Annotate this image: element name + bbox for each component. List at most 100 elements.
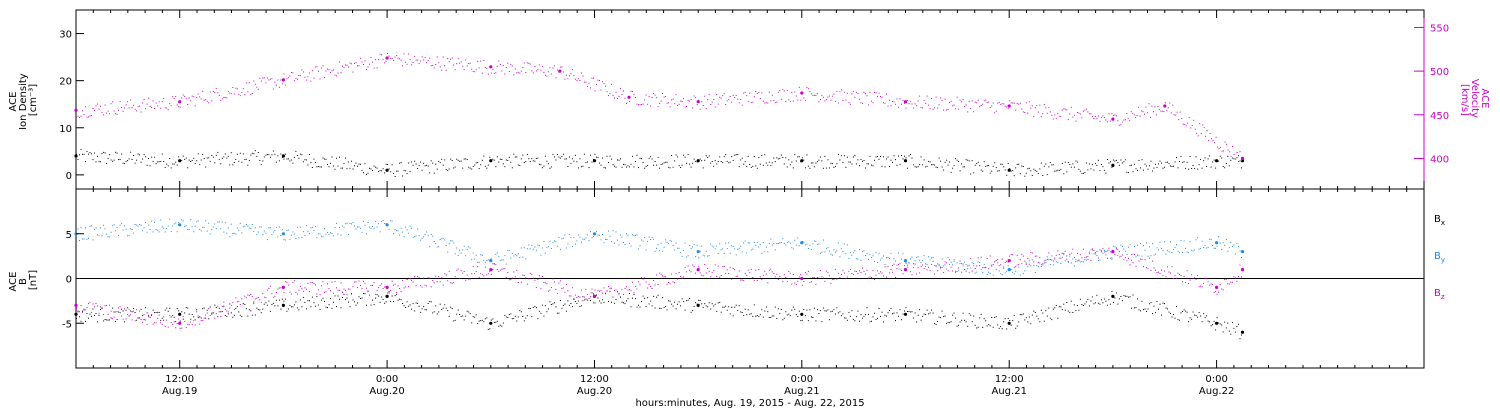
by-sample — [914, 260, 916, 262]
velocity-sample — [1206, 129, 1208, 131]
bx-sample — [301, 306, 303, 308]
by-sample — [1204, 245, 1206, 247]
bx-sample — [122, 310, 124, 312]
bz-sample — [406, 279, 408, 280]
velocity-sample — [507, 62, 509, 64]
bx-sample — [370, 304, 372, 306]
bx-sample — [666, 309, 668, 311]
by-sample — [226, 232, 228, 234]
by-sample — [1103, 250, 1105, 251]
by-sample — [98, 235, 100, 237]
bz-sample — [269, 285, 271, 287]
bx-sample — [708, 302, 710, 304]
bx-sample — [755, 315, 757, 317]
by-sample — [860, 259, 862, 261]
bx-sample — [324, 300, 325, 302]
by-sample — [137, 225, 139, 227]
bx-sample — [211, 313, 213, 315]
density-sample — [869, 155, 871, 157]
velocity-sample — [1215, 136, 1217, 138]
bx-sample — [944, 315, 946, 317]
velocity-sample — [495, 72, 497, 74]
by-sample — [553, 240, 555, 242]
by-sample — [696, 244, 698, 246]
bz-sample — [1156, 272, 1158, 274]
bx-sample — [155, 312, 157, 314]
bz-sample — [513, 271, 515, 273]
bz-sample — [926, 269, 928, 271]
bz-sample — [540, 288, 542, 290]
velocity-sample — [1081, 117, 1083, 119]
velocity-sample — [164, 107, 166, 109]
velocity-sample — [913, 107, 915, 109]
bx-sample — [725, 305, 727, 307]
by-sample — [675, 242, 677, 244]
density-sample — [965, 159, 967, 161]
velocity-sample — [571, 69, 573, 71]
velocity-sample — [1097, 115, 1099, 117]
bz-sample — [1103, 251, 1105, 253]
by-sample — [828, 250, 830, 252]
by-sample — [481, 254, 483, 256]
velocity-sample — [612, 94, 614, 96]
velocity-sample — [962, 98, 964, 100]
bx-sample — [199, 316, 201, 318]
density-sample — [828, 167, 830, 169]
velocity-sample — [502, 65, 504, 67]
bx-sample — [1153, 305, 1155, 307]
by-sample — [209, 233, 211, 235]
velocity-sample — [1072, 116, 1074, 118]
by-sample — [570, 236, 572, 238]
by-sample — [287, 229, 289, 231]
bx-sample — [898, 315, 899, 317]
density-sample — [845, 166, 847, 168]
velocity-sample — [639, 104, 641, 106]
velocity-sample — [1100, 116, 1102, 118]
by-sample — [642, 240, 644, 242]
bx-sample — [878, 308, 880, 309]
bz-sample — [146, 323, 148, 325]
density-sample — [483, 155, 485, 157]
bz-sample — [950, 266, 952, 268]
velocity-sample — [941, 99, 943, 101]
top-panel-marks — [74, 53, 1245, 177]
by-sample — [136, 224, 138, 226]
velocity-sample — [236, 88, 238, 90]
bz-sample — [253, 301, 255, 303]
by-sample — [248, 227, 250, 229]
velocity-sample — [956, 96, 958, 98]
bz-sample — [606, 290, 608, 292]
by-sample — [445, 245, 447, 246]
velocity-sample — [295, 77, 297, 79]
density-sample — [816, 161, 818, 163]
density-sample — [956, 159, 958, 161]
velocity-sample — [919, 95, 921, 97]
by-sample — [122, 229, 124, 231]
by-sample — [726, 248, 728, 250]
bz-sample — [1224, 279, 1226, 281]
density-sample — [878, 158, 880, 160]
by-sample — [92, 239, 94, 241]
velocity-sample — [893, 101, 895, 103]
bz-sample — [880, 271, 881, 273]
velocity-sample — [484, 67, 486, 69]
by-sample — [1225, 239, 1227, 240]
bx-sample — [281, 298, 283, 300]
velocity-sample — [756, 92, 758, 94]
by-sample — [241, 232, 243, 234]
bz-sample — [508, 279, 510, 281]
bz-sample — [448, 270, 450, 272]
density-sample — [777, 158, 779, 160]
bx-sample — [1191, 318, 1193, 320]
bx-sample — [818, 313, 820, 314]
velocity-sample — [932, 108, 934, 110]
bz-sample — [651, 288, 653, 289]
bx-sample — [971, 321, 973, 323]
by-sample — [1070, 252, 1072, 254]
bz-sample — [1075, 260, 1077, 262]
bz-sample — [573, 298, 575, 300]
bz-sample — [991, 264, 993, 266]
density-sample — [947, 164, 949, 166]
bx-sample — [663, 307, 665, 309]
by-sample — [923, 255, 925, 257]
